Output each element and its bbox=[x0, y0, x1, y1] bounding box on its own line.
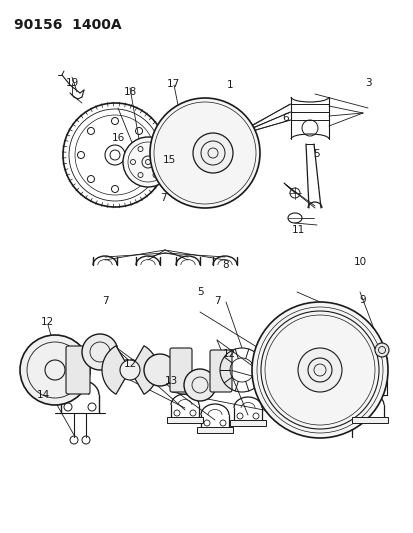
Text: 1: 1 bbox=[226, 80, 233, 90]
Text: 15: 15 bbox=[163, 155, 176, 165]
FancyBboxPatch shape bbox=[170, 348, 192, 392]
Text: 6: 6 bbox=[282, 114, 288, 123]
Text: 12: 12 bbox=[123, 359, 137, 368]
Text: 7: 7 bbox=[214, 296, 220, 306]
Circle shape bbox=[374, 343, 388, 357]
Circle shape bbox=[120, 360, 140, 380]
Text: 14: 14 bbox=[37, 391, 50, 400]
Text: 5: 5 bbox=[197, 287, 204, 297]
Circle shape bbox=[123, 137, 173, 187]
Text: 7: 7 bbox=[160, 193, 166, 203]
Bar bbox=[351, 417, 387, 423]
Text: 12: 12 bbox=[223, 350, 236, 359]
Bar bbox=[230, 420, 266, 426]
Text: 18: 18 bbox=[123, 87, 137, 96]
Circle shape bbox=[82, 334, 118, 370]
Bar bbox=[166, 417, 202, 423]
Circle shape bbox=[183, 369, 216, 401]
Text: 11: 11 bbox=[291, 225, 304, 235]
Circle shape bbox=[252, 302, 387, 438]
Text: 90156  1400A: 90156 1400A bbox=[14, 18, 121, 32]
Text: 13: 13 bbox=[165, 376, 178, 386]
Text: 5: 5 bbox=[313, 149, 319, 158]
Bar bbox=[197, 427, 233, 433]
Text: 7: 7 bbox=[102, 296, 109, 306]
Circle shape bbox=[144, 354, 176, 386]
Wedge shape bbox=[130, 346, 158, 394]
Text: 9: 9 bbox=[358, 295, 365, 305]
Wedge shape bbox=[102, 346, 130, 394]
FancyBboxPatch shape bbox=[209, 350, 231, 392]
Text: 10: 10 bbox=[353, 257, 366, 267]
Text: 8: 8 bbox=[222, 261, 228, 270]
Text: 16: 16 bbox=[111, 133, 124, 142]
FancyBboxPatch shape bbox=[66, 346, 90, 394]
Circle shape bbox=[150, 98, 259, 208]
Text: 19: 19 bbox=[66, 78, 79, 87]
Text: 3: 3 bbox=[364, 78, 371, 87]
Text: 17: 17 bbox=[167, 79, 180, 88]
Circle shape bbox=[20, 335, 90, 405]
Text: 12: 12 bbox=[41, 318, 54, 327]
Circle shape bbox=[192, 133, 233, 173]
Circle shape bbox=[297, 348, 341, 392]
